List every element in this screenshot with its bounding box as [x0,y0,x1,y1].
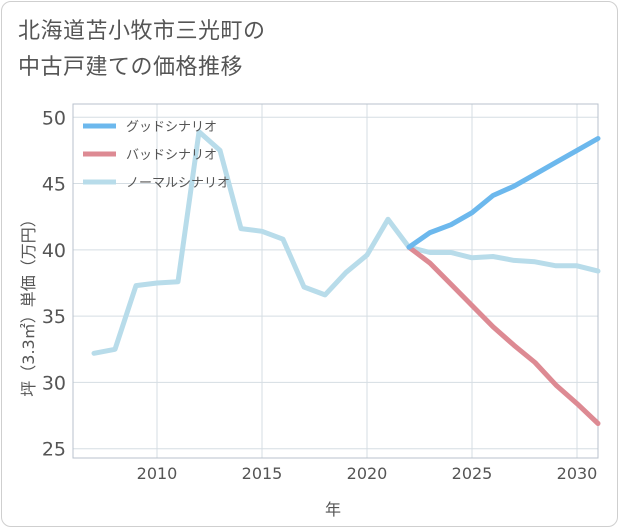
y-tick-label: 45 [42,174,66,196]
x-tick-label: 2015 [242,464,283,483]
plot-area [72,103,599,459]
chart-title-line-2: 中古戸建ての価格推移 [18,55,244,80]
legend-label-2: ノーマルシナリオ [126,176,230,191]
tick-labels: 25 30 35 40 45 50 2010 2015 2020 2025 2030 [42,107,598,483]
legend-label-0: グッドシナリオ [126,120,217,135]
grid-lines [73,104,598,458]
y-axis-label: 坪（3.3㎡）単価（万円） [19,211,38,396]
chart-title-line-1: 北海道苫小牧市三光町の [18,19,266,44]
x-tick-label: 2025 [452,464,493,483]
y-tick-label: 50 [42,107,66,129]
series-line-1 [406,244,601,426]
y-tick-label: 35 [42,306,66,328]
series-line-2 [91,129,601,356]
chart-title: 北海道苫小牧市三光町の 中古戸建ての価格推移 [18,14,578,86]
y-tick-label: 25 [42,439,66,461]
y-tick-label: 40 [42,240,66,262]
legend-label-1: バッドシナリオ [126,148,217,163]
series-layer [91,129,601,426]
x-axis-label: 年 [325,500,341,519]
series-line-0 [406,136,601,250]
x-tick-label: 2020 [347,464,388,483]
x-tick-label: 2030 [557,464,598,483]
x-tick-label: 2010 [137,464,178,483]
y-tick-label: 30 [42,372,66,394]
